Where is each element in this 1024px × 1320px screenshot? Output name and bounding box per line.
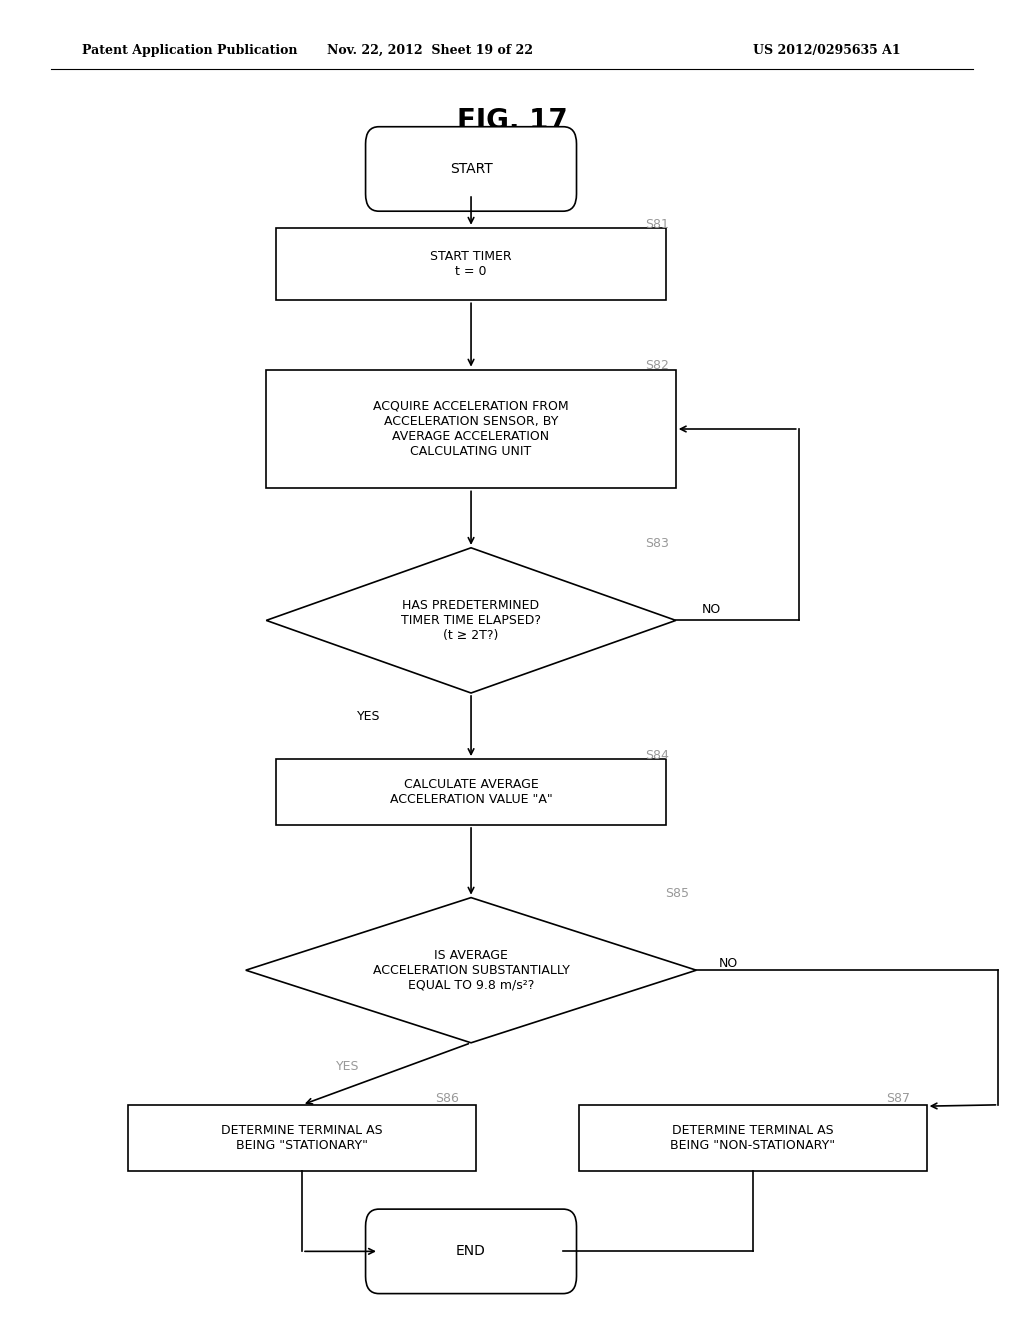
- Text: Patent Application Publication: Patent Application Publication: [82, 44, 297, 57]
- Text: IS AVERAGE
ACCELERATION SUBSTANTIALLY
EQUAL TO 9.8 m/s²?: IS AVERAGE ACCELERATION SUBSTANTIALLY EQ…: [373, 949, 569, 991]
- Text: END: END: [456, 1245, 486, 1258]
- Text: ACQUIRE ACCELERATION FROM
ACCELERATION SENSOR, BY
AVERAGE ACCELERATION
CALCULATI: ACQUIRE ACCELERATION FROM ACCELERATION S…: [373, 400, 569, 458]
- Text: HAS PREDETERMINED
TIMER TIME ELAPSED?
(t ≥ 2T?): HAS PREDETERMINED TIMER TIME ELAPSED? (t…: [401, 599, 541, 642]
- Text: CALCULATE AVERAGE
ACCELERATION VALUE "A": CALCULATE AVERAGE ACCELERATION VALUE "A": [390, 777, 552, 807]
- Polygon shape: [246, 898, 696, 1043]
- Text: NO: NO: [719, 957, 738, 970]
- Text: FIG. 17: FIG. 17: [457, 107, 567, 136]
- Text: S82: S82: [645, 359, 669, 372]
- Text: US 2012/0295635 A1: US 2012/0295635 A1: [754, 44, 901, 57]
- FancyBboxPatch shape: [276, 227, 666, 300]
- Text: Nov. 22, 2012  Sheet 19 of 22: Nov. 22, 2012 Sheet 19 of 22: [327, 44, 534, 57]
- Text: NO: NO: [701, 603, 721, 616]
- FancyBboxPatch shape: [579, 1105, 927, 1171]
- Polygon shape: [266, 548, 676, 693]
- Text: YES: YES: [357, 710, 380, 723]
- Text: S86: S86: [435, 1092, 459, 1105]
- FancyBboxPatch shape: [128, 1105, 476, 1171]
- Text: START TIMER
t = 0: START TIMER t = 0: [430, 249, 512, 279]
- Text: S87: S87: [886, 1092, 909, 1105]
- Text: DETERMINE TERMINAL AS
BEING "NON-STATIONARY": DETERMINE TERMINAL AS BEING "NON-STATION…: [670, 1123, 836, 1152]
- FancyBboxPatch shape: [366, 127, 577, 211]
- Text: S81: S81: [645, 218, 669, 231]
- Text: S83: S83: [645, 537, 669, 550]
- FancyBboxPatch shape: [276, 759, 666, 825]
- Text: DETERMINE TERMINAL AS
BEING "STATIONARY": DETERMINE TERMINAL AS BEING "STATIONARY": [221, 1123, 383, 1152]
- FancyBboxPatch shape: [366, 1209, 577, 1294]
- Text: S85: S85: [666, 887, 689, 900]
- Text: S84: S84: [645, 748, 669, 762]
- FancyBboxPatch shape: [266, 370, 676, 488]
- Text: YES: YES: [337, 1060, 359, 1073]
- Text: START: START: [450, 162, 493, 176]
